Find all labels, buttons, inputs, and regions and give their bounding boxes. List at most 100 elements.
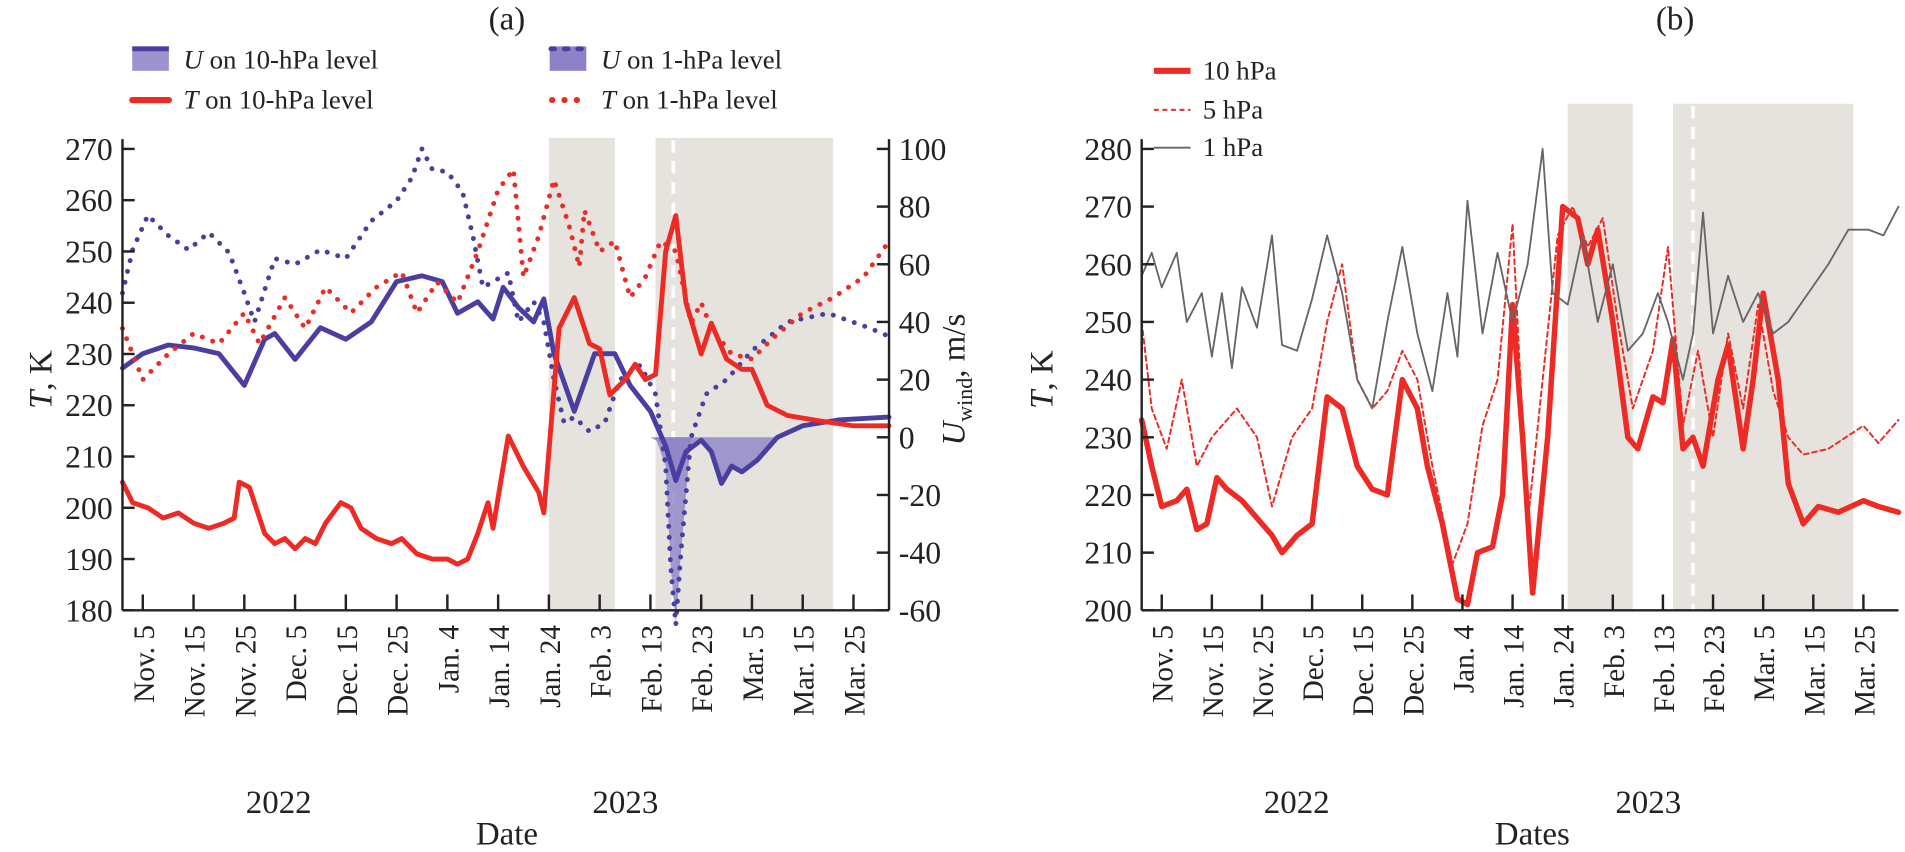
x-tick-label: Mar. 5 [738, 625, 770, 701]
y-tick-label: 230 [1084, 420, 1132, 455]
series-line-5-hpa [1140, 205, 1900, 566]
y-tick-label: 210 [65, 440, 113, 475]
y-tick-label: 240 [65, 286, 113, 321]
legend-item-10hpa: 10 hPa [1153, 55, 1277, 85]
x-tick-label: Dec. 5 [281, 625, 313, 701]
panel-b: (b) 200 210 220 230 240 250 260 270 280 Nov. 5 Nov… [1025, 1, 1902, 852]
x-tick-label: Feb. 3 [1599, 625, 1631, 698]
y-tick-label: 220 [1084, 478, 1132, 513]
shaded-periods [548, 137, 834, 611]
y2-tick-label: 60 [899, 247, 931, 282]
legend-item-t1: T on 1-hPa level [549, 85, 778, 115]
y-tick-label: 280 [1084, 132, 1132, 167]
x-tick-label: Dec. 15 [1348, 625, 1380, 716]
x-tick-label: Nov. 15 [180, 625, 212, 717]
y2-tick-label: 100 [899, 132, 947, 167]
svg-text:5 hPa: 5 hPa [1203, 94, 1263, 124]
year-label-2023: 2023 [1615, 785, 1681, 821]
y2-tick-label: -60 [899, 593, 941, 628]
x-tick-label: Mar. 15 [1799, 625, 1831, 716]
negative-wind-area [122, 437, 890, 484]
x-tick-label: Feb. 3 [586, 625, 618, 698]
y2-tick-label: 0 [899, 420, 915, 455]
y-tick-label: 250 [1084, 305, 1132, 340]
x-tick-label: Dec. 15 [332, 625, 364, 716]
negative-wind-fill [122, 437, 890, 625]
panel-b-title: (b) [1656, 1, 1694, 37]
legend: U on 10-hPa level U on 1-hPa level T on … [129, 44, 782, 115]
x-tick-label: Feb. 13 [636, 625, 668, 713]
axes: 180 190 200 210 220 230 240 250 260 270 -60 -40 -20 0… [65, 132, 946, 718]
year-label-2023: 2023 [592, 785, 658, 821]
axes: 200 210 220 230 240 250 260 270 280 Nov. 5 Nov. 15… [1084, 132, 1899, 717]
panel-a-title: (a) [489, 1, 526, 37]
x-tick-label: Jan. 4 [433, 625, 465, 694]
shaded-periods [1567, 103, 1854, 611]
y-tick-label: 250 [65, 234, 113, 269]
year-label-2022: 2022 [1264, 785, 1330, 821]
y-tick-label: 190 [65, 542, 113, 577]
x-tick-label: Nov. 15 [1198, 625, 1230, 717]
y-tick-label: 260 [65, 183, 113, 218]
svg-text:1 hPa: 1 hPa [1203, 132, 1263, 162]
year-label-2022: 2022 [246, 785, 312, 821]
x-tick-label: Jan. 14 [1499, 625, 1531, 708]
x-tick-label: Mar. 25 [839, 625, 871, 716]
y2-axis-label: Uwind, m/s [937, 314, 977, 446]
legend: 10 hPa 5 hPa 1 hPa [1153, 55, 1277, 162]
y-tick-label: 200 [1084, 593, 1132, 628]
series-line-t-on-10-hpa-level [120, 213, 892, 567]
y2-tick-label: -40 [899, 536, 941, 571]
x-tick-label: Jan. 14 [484, 625, 516, 708]
y-tick-label: 180 [65, 593, 113, 628]
y-axis-label: T, K [1025, 350, 1061, 409]
y2-tick-label: -20 [899, 478, 941, 513]
series-line-u-on-10-hpa-level [120, 273, 892, 486]
y2-tick-label: 20 [899, 363, 931, 398]
y-tick-label: 270 [65, 132, 113, 167]
x-tick-label: Feb. 13 [1649, 625, 1681, 713]
x-tick-label: Feb. 23 [687, 625, 719, 713]
series-line-10-hpa [1138, 203, 1902, 608]
svg-text:U on 1-hPa level: U on 1-hPa level [601, 44, 782, 74]
series-line-u-on-1-hpa-level [120, 146, 892, 628]
x-tick-label: Mar. 15 [789, 625, 821, 716]
y-tick-label: 270 [1084, 190, 1132, 225]
y2-tick-label: 80 [899, 190, 931, 225]
svg-text:U on 10-hPa level: U on 10-hPa level [184, 44, 379, 74]
legend-item-t10: T on 10-hPa level [129, 85, 374, 115]
y-tick-label: 230 [65, 337, 113, 372]
panel-a: (a) 180190200210220230240250260270-60-40… [24, 1, 977, 852]
legend-item-u1: U on 1-hPa level [548, 44, 782, 74]
svg-text:10 hPa: 10 hPa [1203, 55, 1277, 85]
x-tick-label: Nov. 25 [230, 625, 262, 717]
legend-item-u10: U on 10-hPa level [132, 44, 378, 74]
x-tick-label: Jan. 4 [1448, 625, 1480, 694]
y-tick-label: 220 [65, 388, 113, 423]
x-tick-label: Jan. 24 [535, 625, 567, 708]
legend-item-5hpa: 5 hPa [1153, 94, 1263, 124]
x-axis-label: Dates [1495, 817, 1570, 852]
shaded-period [1672, 103, 1854, 611]
y-tick-label: 240 [1084, 363, 1132, 398]
y-axis-label: T, K [24, 350, 60, 409]
legend-item-1hpa: 1 hPa [1153, 132, 1263, 162]
x-tick-label: Jan. 24 [1549, 625, 1581, 708]
y-tick-label: 260 [1084, 247, 1132, 282]
series-lines [120, 146, 892, 628]
shaded-period [1567, 103, 1633, 611]
x-tick-label: Mar. 25 [1849, 625, 1881, 716]
x-tick-label: Mar. 5 [1749, 625, 1781, 701]
x-tick-label: Feb. 23 [1699, 625, 1731, 713]
series-lines [1138, 148, 1902, 608]
x-tick-label: Dec. 25 [383, 625, 415, 716]
y2-tick-label: 40 [899, 305, 931, 340]
y-tick-label: 200 [65, 491, 113, 526]
x-tick-label: Dec. 5 [1298, 625, 1330, 701]
x-axis-label: Date [476, 817, 538, 852]
svg-text:T on 1-hPa level: T on 1-hPa level [601, 85, 778, 115]
svg-text:T on 10-hPa level: T on 10-hPa level [184, 85, 374, 115]
series-line-1-hpa [1140, 148, 1900, 410]
x-tick-label: Nov. 5 [1148, 625, 1180, 703]
